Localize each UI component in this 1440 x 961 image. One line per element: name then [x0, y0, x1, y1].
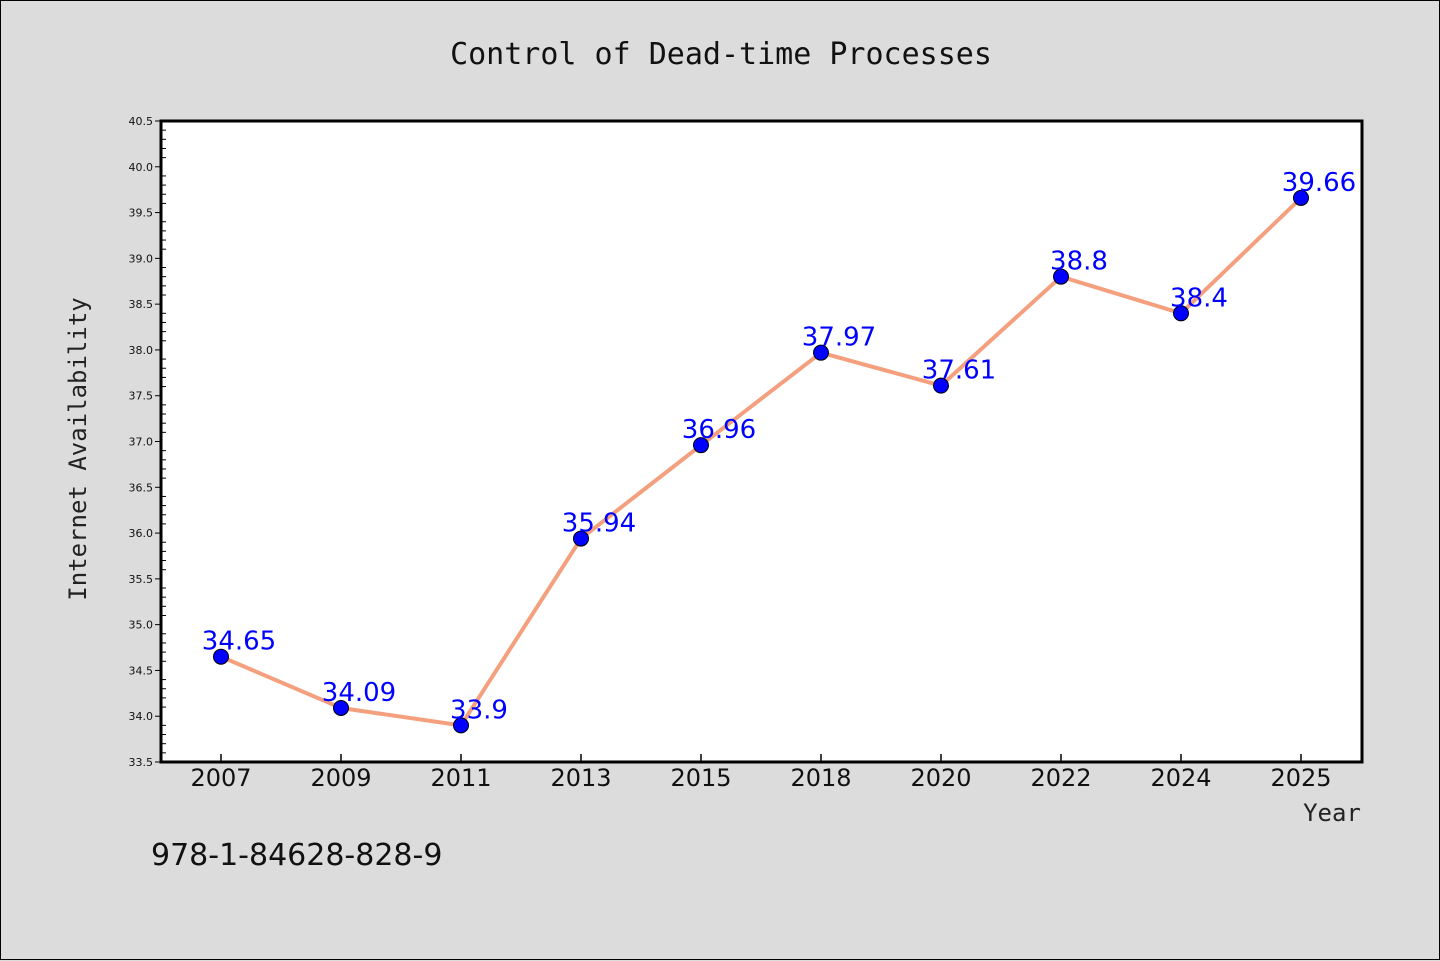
x-tick-label: 2025: [1270, 764, 1331, 792]
y-tick-label: 33.5: [129, 756, 154, 769]
data-label: 35.94: [562, 509, 636, 539]
plot-area: [159, 119, 1364, 764]
data-point: [1293, 189, 1309, 206]
data-label: 38.4: [1170, 283, 1228, 313]
x-tick-label: 2020: [910, 764, 971, 792]
data-point: [933, 377, 949, 394]
y-tick-label: 34.5: [129, 664, 154, 677]
data-label: 37.61: [922, 356, 996, 386]
y-axis: 33.5 34.0 34.5 35.0 35.5 36.0 36.5 37.0 37.5 38.0…: [129, 115, 166, 769]
y-tick-label: 38.0: [129, 344, 154, 357]
data-point: [1053, 268, 1069, 285]
data-point: [453, 717, 469, 734]
y-tick-label: 39.0: [129, 252, 154, 265]
data-label: 38.8: [1050, 247, 1108, 277]
x-tick-label: 2013: [550, 764, 611, 792]
y-tick-label: 40.5: [129, 115, 154, 128]
series-line: [219, 195, 1303, 728]
x-tick-label: 2009: [310, 764, 371, 792]
x-tick-label: 2015: [670, 764, 731, 792]
x-tick-label: 2018: [790, 764, 851, 792]
data-label: 33.9: [450, 695, 508, 725]
data-label: 34.65: [202, 627, 276, 657]
data-point: [213, 648, 229, 665]
y-tick-label: 37.0: [129, 436, 154, 449]
data-label: 36.96: [682, 415, 756, 445]
x-tick-label: 2022: [1030, 764, 1091, 792]
y-tick-label: 34.0: [129, 710, 154, 723]
x-tick-label: 2007: [190, 764, 251, 792]
chart-title: Control of Dead-time Processes: [450, 37, 992, 72]
data-label: 37.97: [802, 323, 876, 353]
data-point: [1173, 305, 1189, 322]
x-tick-label: 2024: [1150, 764, 1211, 792]
x-tick-label: 2011: [430, 764, 491, 792]
x-axis: 2007 2009 2011 2013 2015 2018 2020 2022 2024 2025: [190, 754, 1332, 792]
y-tick-label: 35.0: [129, 619, 154, 632]
y-tick-label: 39.5: [129, 207, 154, 220]
footnote-text: 978-1-84628-828-9: [151, 838, 442, 873]
data-label: 39.66: [1282, 168, 1356, 198]
data-point: [573, 530, 589, 547]
y-tick-label: 37.5: [129, 390, 154, 403]
data-point: [693, 437, 709, 454]
y-axis-title: Internet Availability: [64, 297, 92, 600]
y-tick-label: 38.5: [129, 298, 154, 311]
series-group: [213, 189, 1309, 734]
x-axis-title: Year: [1303, 799, 1361, 827]
data-labels-group: 34.65 34.09 33.9 35.94 36.96 37.97 37.61 38.8 38…: [202, 168, 1356, 725]
y-tick-label: 35.5: [129, 573, 154, 586]
data-point: [333, 699, 349, 716]
data-label: 34.09: [322, 678, 396, 708]
y-tick-label: 40.0: [129, 161, 154, 174]
y-tick-label: 36.0: [129, 527, 154, 540]
data-point: [813, 344, 829, 361]
y-tick-label: 36.5: [129, 481, 154, 494]
